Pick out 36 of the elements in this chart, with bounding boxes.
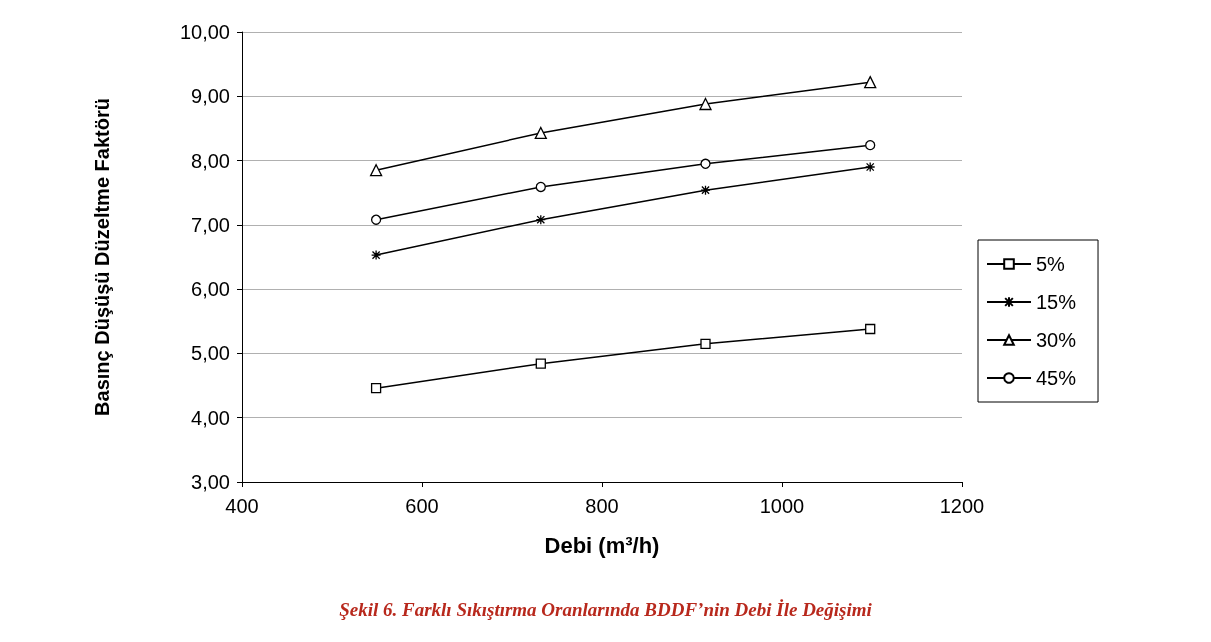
y-tick-label: 4,00 [191,406,230,429]
point [700,338,711,349]
x-tick-label: 400 [225,495,259,517]
point [535,358,546,369]
legend-label: 5% [1036,253,1066,275]
point [370,214,382,225]
x-tick-label: 1000 [759,495,805,517]
y-axis-title: Basınç Düşüşü Düzeltme Faktörü [91,98,113,416]
text: Şekil 6. Farklı Sıkıştırma Oranlarında BDDF’nin Debi İle Değişimi [339,599,873,620]
y-tick-label: 9,00 [191,85,230,108]
point [864,75,877,89]
y-tick-label: 5,00 [191,342,230,365]
point [699,97,712,111]
point [369,164,383,177]
point [865,161,876,173]
y-tick-label: 8,00 [191,149,230,172]
legend-label: 30% [1036,329,1077,351]
y-tick-label: 7,00 [191,213,230,236]
legend-label: 15% [1036,291,1077,313]
point [535,214,546,225]
x-axis-title: Debi (m³/h) [544,532,660,558]
x-tick-label: 800 [585,495,619,517]
x-tick-label: 600 [405,495,439,517]
point [535,181,546,193]
y-tick-label: 10,00 [179,21,230,43]
point [700,184,711,196]
x-tick-label: 1200 [939,495,985,517]
point [534,126,547,140]
point [865,323,876,335]
y-tick-label: 3,00 [191,471,230,493]
point [370,249,382,261]
point [370,382,382,394]
point [865,139,876,151]
point [700,158,711,169]
y-tick-label: 6,00 [191,278,230,301]
legend-label: 45% [1036,367,1077,389]
